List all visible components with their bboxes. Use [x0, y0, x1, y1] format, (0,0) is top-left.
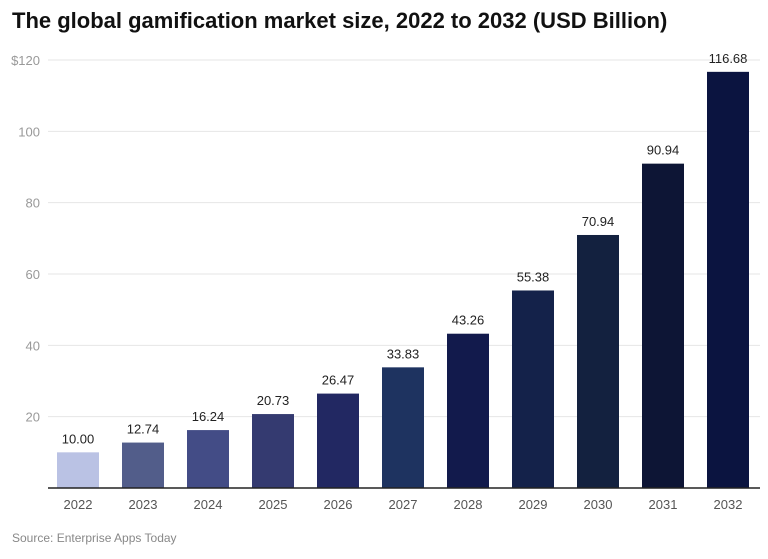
data-label: 33.83 — [387, 346, 420, 361]
x-tick-label: 2025 — [259, 497, 288, 512]
data-label: 90.94 — [647, 143, 680, 158]
x-tick-label: 2028 — [454, 497, 483, 512]
data-label: 55.38 — [517, 269, 550, 284]
x-tick-label: 2022 — [64, 497, 93, 512]
bar-2026 — [317, 393, 359, 488]
y-tick-label: 100 — [18, 124, 40, 139]
bar-2031 — [642, 163, 684, 488]
bar-2029 — [512, 290, 554, 488]
data-label: 70.94 — [582, 214, 615, 229]
bar-2032 — [707, 71, 749, 488]
x-tick-label: 2031 — [649, 497, 678, 512]
bar-2022 — [57, 452, 99, 488]
data-label: 20.73 — [257, 393, 290, 408]
x-tick-label: 2027 — [389, 497, 418, 512]
x-tick-label: 2026 — [324, 497, 353, 512]
y-tick-label: 40 — [26, 338, 40, 353]
y-tick-label: 80 — [26, 196, 40, 211]
data-label: 43.26 — [452, 313, 485, 328]
chart-title: The global gamification market size, 202… — [12, 8, 668, 33]
x-tick-label: 2030 — [584, 497, 613, 512]
y-tick-label: 20 — [26, 410, 40, 425]
y-tick-label: 60 — [26, 267, 40, 282]
x-tick-label: 2032 — [714, 497, 743, 512]
data-label: 26.47 — [322, 373, 355, 388]
bar-2030 — [577, 234, 619, 488]
data-label: 10.00 — [62, 431, 95, 446]
y-tick-label: $120 — [11, 53, 40, 68]
x-tick-label: 2024 — [194, 497, 223, 512]
data-label: 12.74 — [127, 422, 160, 437]
bar-2023 — [122, 442, 164, 488]
bar-2027 — [382, 367, 424, 488]
data-label: 16.24 — [192, 409, 225, 424]
x-tick-label: 2029 — [519, 497, 548, 512]
x-tick-label: 2023 — [129, 497, 158, 512]
bar-2028 — [447, 333, 489, 488]
bar-2024 — [187, 430, 229, 488]
source-note: Source: Enterprise Apps Today — [12, 531, 177, 545]
data-label: 116.68 — [709, 51, 748, 66]
bar-2025 — [252, 414, 294, 488]
